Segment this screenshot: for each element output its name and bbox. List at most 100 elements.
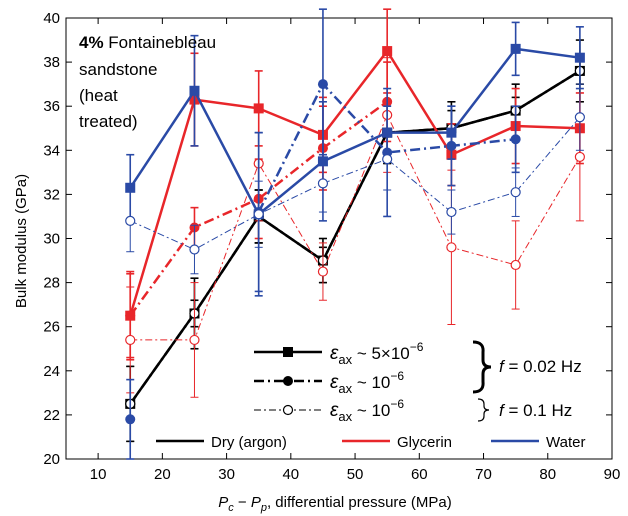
eps-sub-2: ax <box>338 381 352 396</box>
legend-strain-label-2: εax ~ 10−6 <box>330 369 404 396</box>
y-axis-label: Bulk modulus (GPa) <box>13 174 30 308</box>
eps-exp-1: −6 <box>410 340 424 354</box>
data-point <box>510 134 521 145</box>
series-line <box>129 100 388 317</box>
legend-fluid-dry: Dry (argon) <box>211 434 287 451</box>
data-point <box>125 414 136 425</box>
legend-strain-label-3: εax ~ 10−6 <box>330 397 404 424</box>
x-label-P1: P <box>218 494 228 511</box>
freq-label-1: f = 0.02 Hz <box>499 357 582 376</box>
y-tick-label: 36 <box>43 98 60 115</box>
data-point <box>382 46 393 57</box>
data-point <box>317 266 329 277</box>
series-line <box>257 81 516 213</box>
y-tick-label: 28 <box>43 275 60 292</box>
annotation-line-1: Fontainebleau <box>104 33 216 52</box>
annotation-bold: 4% <box>79 33 104 52</box>
eps-1: ε <box>330 343 339 364</box>
x-label-suffix: , differential pressure (MPa) <box>267 494 452 511</box>
data-point <box>125 182 136 193</box>
x-tick-label: 90 <box>604 466 621 483</box>
legend-strain-line-3 <box>254 404 322 416</box>
eps-tilde-1: ~ 5×10 <box>352 344 410 363</box>
data-point <box>317 79 328 90</box>
legend-strain-entry-3: εax ~ 10−6 <box>254 397 404 424</box>
freq-label-2: f = 0.1 Hz <box>499 401 572 420</box>
series-water-dashdot-thick <box>125 8 521 460</box>
data-point <box>574 112 585 123</box>
annotation: 4% Fontainebleau <box>79 33 216 52</box>
data-point <box>317 178 329 189</box>
data-point <box>382 154 393 165</box>
x-tick-label: 30 <box>218 466 235 483</box>
eps-sub-1: ax <box>338 352 352 367</box>
annotation-line-4: treated) <box>79 112 138 131</box>
series-line <box>129 69 581 405</box>
y-tick-label: 20 <box>43 451 60 468</box>
legend-strain: εax ~ 5×10−6 εax ~ 10−6 εax ~ 10−6 f = 0… <box>254 340 582 424</box>
brace-small <box>477 398 490 422</box>
legend-marker <box>282 404 294 416</box>
x-tick-label: 80 <box>539 466 556 483</box>
freq-f-2: f <box>499 401 506 420</box>
legend-strain-line-2 <box>254 376 322 386</box>
freq-rest-2: = 0.1 Hz <box>504 401 573 420</box>
legend-strain-line-1 <box>254 347 322 357</box>
x-tick-label: 70 <box>475 466 492 483</box>
legend-strain-entry-2: εax ~ 10−6 <box>254 369 404 396</box>
legend-strain-label-1: εax ~ 5×10−6 <box>330 340 424 367</box>
eps-tilde-2: ~ 10 <box>352 373 390 392</box>
data-point <box>125 334 136 346</box>
axes: 10 20 30 40 50 60 70 80 90 20 22 24 26 28 30 32 34 36 38 40 <box>43 10 620 483</box>
legend-fluid-water: Water <box>546 434 585 451</box>
x-label-minus: − <box>234 494 251 511</box>
eps-sub-3: ax <box>338 409 352 424</box>
freq-f-1: f <box>499 357 506 376</box>
y-tick-label: 38 <box>43 54 60 71</box>
data-point <box>189 85 200 96</box>
data-point <box>446 140 457 151</box>
series-layer <box>125 8 585 460</box>
y-tick-label: 40 <box>43 10 60 27</box>
freq-rest-1: = 0.02 Hz <box>504 357 582 376</box>
data-point <box>574 52 585 63</box>
data-point <box>510 43 521 54</box>
legend-marker <box>283 376 293 386</box>
data-point <box>510 187 521 198</box>
y-tick-label: 30 <box>43 231 60 248</box>
legend-fluid-glycerin: Glycerin <box>397 434 452 451</box>
legend-fluids: Dry (argon) Glycerin Water <box>156 434 585 451</box>
legend-marker <box>283 347 293 357</box>
data-point <box>253 209 264 220</box>
data-point <box>446 206 457 218</box>
series-line <box>130 116 581 251</box>
eps-exp-3: −6 <box>390 397 404 411</box>
x-label-P2: P <box>251 494 261 511</box>
x-tick-label: 40 <box>282 466 299 483</box>
legend-strain-entry-1: εax ~ 5×10−6 <box>254 340 424 367</box>
annotation-line-2: sandstone <box>79 60 157 79</box>
x-label-sub-p: p <box>260 502 267 514</box>
data-point <box>446 242 457 253</box>
data-point <box>125 215 136 226</box>
series-line <box>129 48 580 317</box>
eps-3: ε <box>330 400 339 421</box>
x-tick-label: 50 <box>347 466 364 483</box>
data-point <box>189 244 200 255</box>
y-tick-label: 32 <box>43 186 60 203</box>
y-tick-label: 34 <box>43 142 60 159</box>
y-tick-label: 26 <box>43 319 60 336</box>
data-point <box>510 259 521 271</box>
data-point <box>189 334 200 346</box>
y-tick-label: 22 <box>43 407 60 424</box>
brace-large <box>472 340 492 394</box>
series-line <box>130 113 581 341</box>
series-water-dashdot-thin <box>125 83 585 275</box>
series-line <box>129 70 581 405</box>
annotation-line-3: (heat <box>79 86 118 105</box>
eps-tilde-3: ~ 10 <box>352 401 390 420</box>
eps-2: ε <box>330 372 339 393</box>
data-point <box>574 151 585 163</box>
eps-exp-2: −6 <box>390 369 404 383</box>
